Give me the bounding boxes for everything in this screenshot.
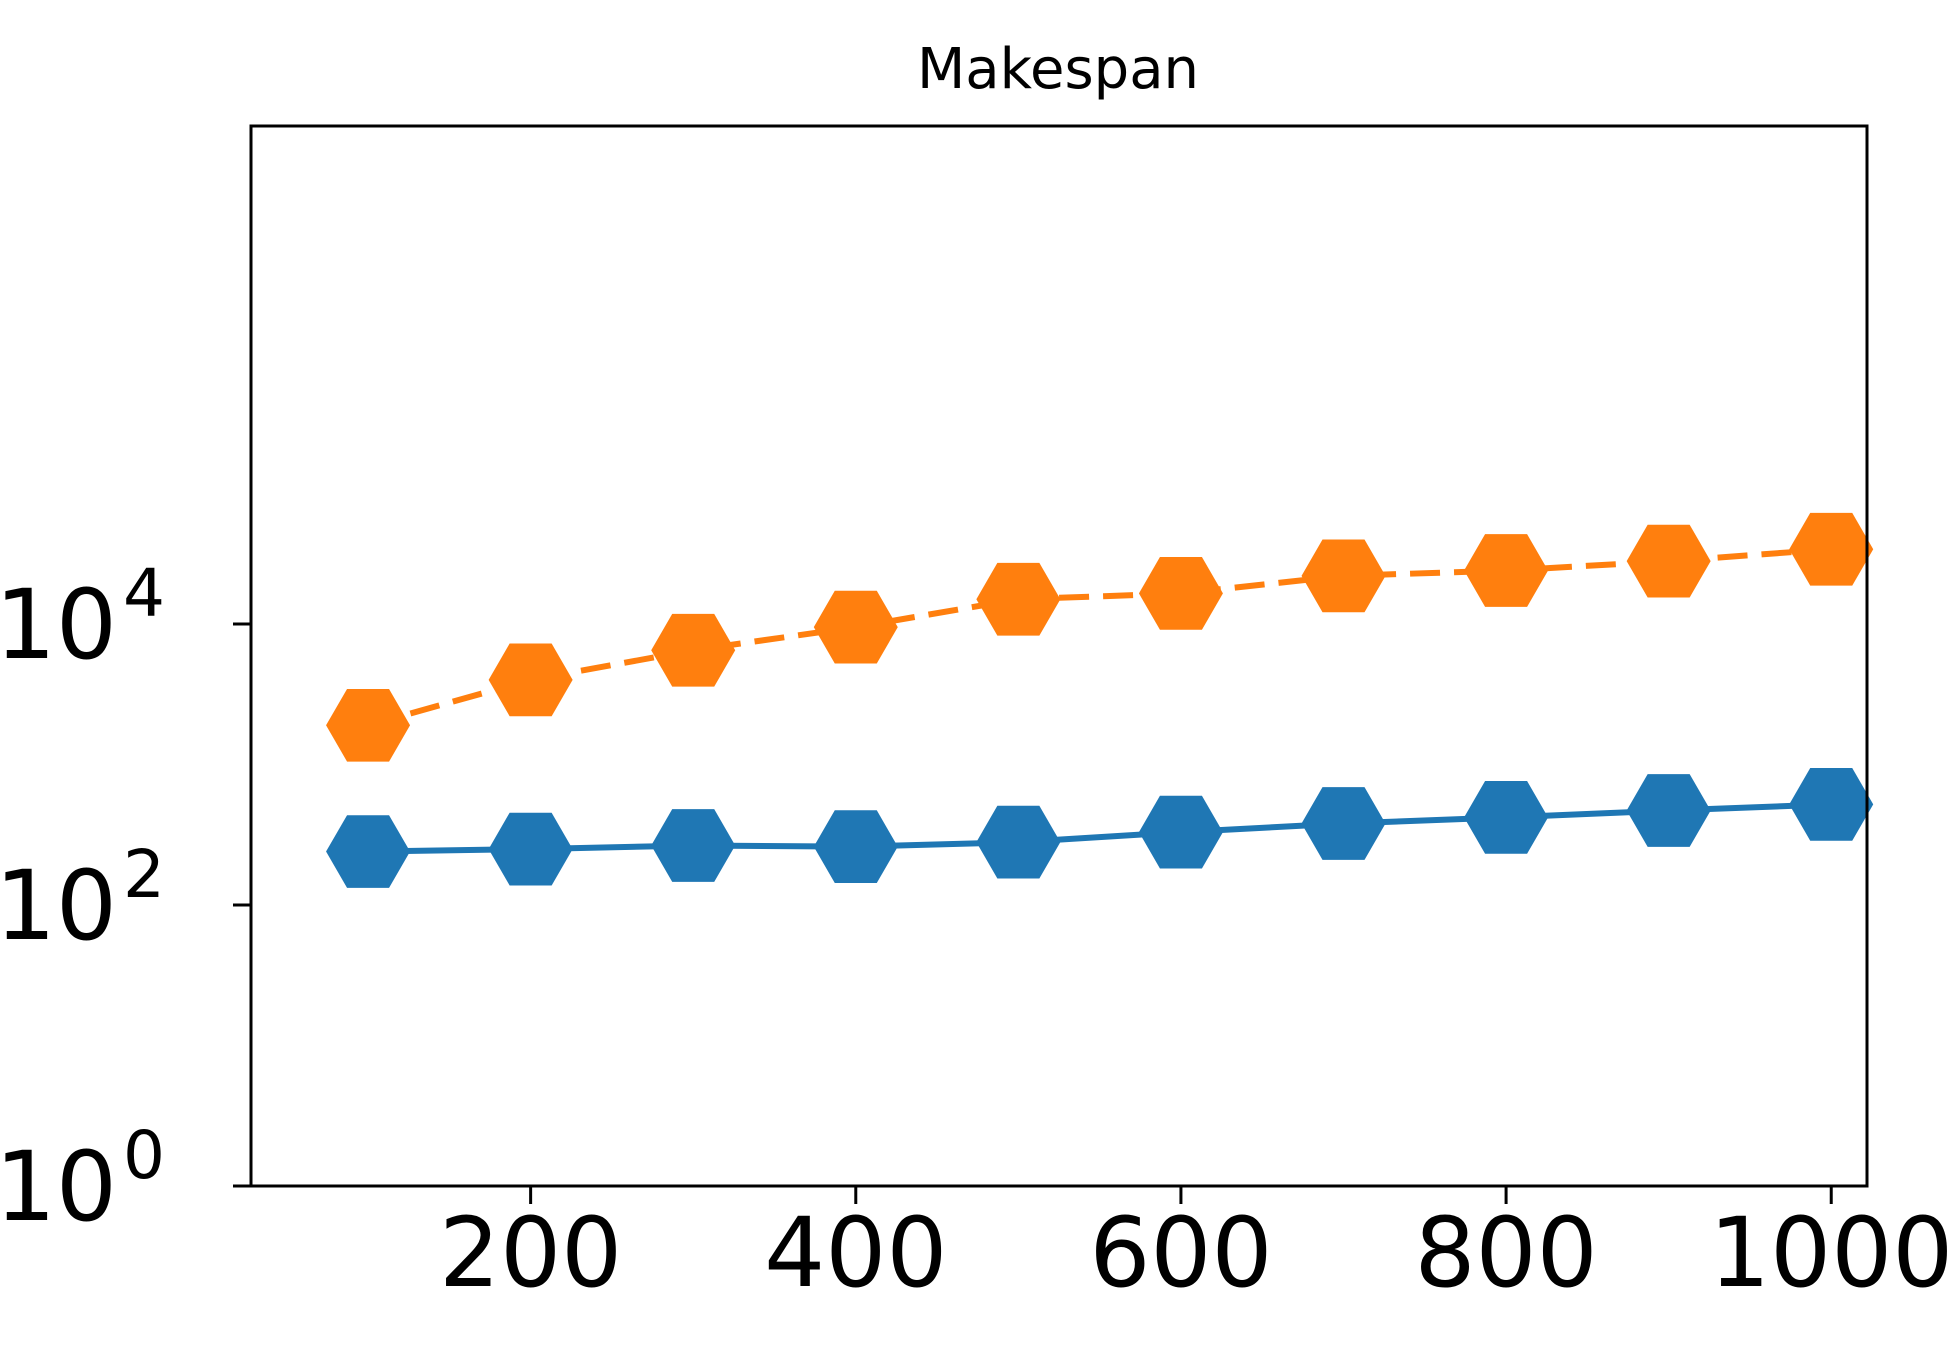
y-tick-label-base-0: 10 [0,1131,117,1243]
series-0-point-4 [976,805,1061,879]
x-axis: 200 400 600 800 1000 [439,1186,1951,1309]
series-0 [326,768,1874,888]
series-1-point-2 [651,613,736,687]
chart-title: Makespan [917,37,1199,102]
x-tick-label-0: 200 [439,1197,622,1309]
series-1-point-5 [1138,557,1223,630]
series-1-point-8 [1626,524,1711,598]
y-tick-label-exp-0: 0 [123,1117,165,1194]
series-1-point-3 [813,590,898,664]
y-tick-label-exp-1: 2 [123,836,165,913]
x-tick-label-2: 600 [1089,1197,1272,1309]
series-0-point-7 [1464,781,1549,854]
x-tick-label-3: 800 [1414,1197,1597,1309]
series-0-line [368,801,1832,855]
x-tick-label-1: 400 [764,1197,947,1309]
y-tick-label-base-1: 10 [0,850,117,962]
series-0-point-1 [488,812,573,886]
y-tick-label-2: 104 [0,555,165,681]
series-0-point-8 [1626,774,1711,847]
x-tick-label-4: 1000 [1709,1197,1951,1309]
series-0-point-3 [813,810,898,884]
series-1-point-7 [1464,534,1549,607]
series-0-point-6 [1301,787,1386,860]
series-1-line [367,546,1832,729]
series-1-point-0 [326,688,411,762]
series-0-point-0 [326,815,411,888]
series-1 [326,512,1874,762]
series-1-point-4 [976,562,1061,636]
y-tick-label-base-2: 10 [0,569,117,681]
series-1-point-1 [488,643,573,717]
series-1-point-6 [1301,539,1386,613]
series-layer [326,512,1874,888]
series-0-point-5 [1138,795,1223,869]
series-1-point-9 [1789,512,1874,586]
plot-frame [249,124,1869,1188]
y-tick-label-1: 102 [0,836,165,962]
series-0-point-9 [1789,768,1874,841]
series-0-point-2 [651,809,736,882]
y-tick-label-0: 100 [0,1117,165,1243]
y-tick-label-exp-2: 4 [123,555,165,632]
